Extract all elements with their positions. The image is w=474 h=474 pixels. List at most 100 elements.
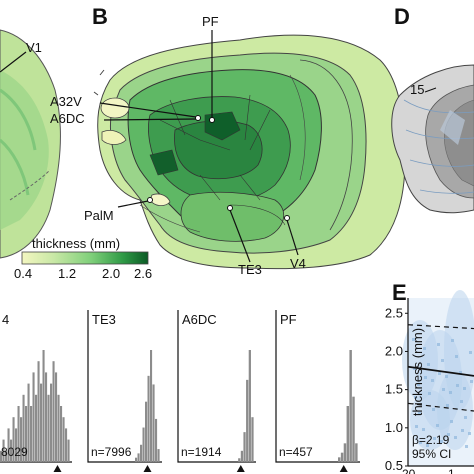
label-a6dc: A6DC	[50, 111, 85, 126]
scatter-point	[447, 433, 450, 436]
panel-letter-b: B	[92, 4, 108, 29]
histogram-bar	[37, 361, 40, 462]
histogram-bar	[17, 406, 20, 462]
histogram-bar	[248, 350, 251, 462]
scatter-ci-upper	[407, 324, 474, 330]
histogram-bar	[67, 439, 70, 462]
scatter-y-tick-label: 0.5	[385, 458, 403, 473]
scatter-point	[454, 436, 457, 439]
histogram-bar	[27, 383, 30, 462]
histogram-bar	[352, 396, 355, 462]
panel-b-map	[93, 30, 406, 270]
histogram-3: PF n=457	[275, 310, 360, 472]
histogram-bar	[340, 452, 344, 462]
histogram-marker	[143, 465, 152, 472]
histogram-bar	[52, 361, 55, 462]
histogram-2: A6DC n=1914	[177, 310, 256, 472]
scatter-fit-line	[407, 365, 474, 377]
scatter-point	[422, 428, 425, 431]
scatter-point	[437, 343, 440, 346]
scatter-x-tick-label: 1	[448, 467, 455, 474]
histogram-bar	[10, 439, 13, 462]
scatter-point	[456, 384, 459, 387]
scatter-point	[460, 400, 463, 403]
histogram-n-label: n=457	[279, 445, 313, 459]
histogram-bar	[62, 417, 65, 462]
histogram-title: PF	[280, 312, 297, 327]
scatter-y-tick-label: 1.5	[385, 382, 403, 397]
histogram-marker	[339, 465, 348, 472]
scatter-point	[414, 396, 417, 399]
histogram-axis	[177, 310, 256, 463]
colorbar-tick-1: 1.2	[58, 266, 77, 281]
label-a32v: A32V	[50, 94, 82, 109]
histogram-bar	[0, 450, 3, 462]
histogram-bar	[243, 432, 246, 462]
histogram-bar	[32, 372, 35, 462]
label-pf: PF	[202, 14, 219, 29]
scatter-point	[469, 351, 472, 354]
histogram-bar	[45, 372, 48, 462]
panel-d-map	[391, 64, 474, 214]
colorbar-title: thickness (mm)	[32, 236, 121, 251]
scatter-point	[418, 412, 421, 415]
scatter-point	[415, 425, 418, 428]
histogram-n-label: n=7996	[91, 445, 132, 459]
scatter-point	[432, 408, 435, 411]
scatter-point	[445, 375, 448, 378]
histogram-title: 4	[2, 312, 9, 327]
scatter-point	[459, 371, 462, 374]
histogram-bar	[155, 418, 158, 462]
scatter-point	[468, 432, 471, 435]
scatter-y-tick-label: 2.0	[385, 343, 403, 358]
scatter-point	[436, 424, 439, 427]
histogram-bar	[246, 379, 249, 462]
histogram-bar	[65, 428, 68, 462]
histogram-bar	[60, 406, 63, 462]
label-te3: TE3	[238, 262, 262, 277]
scatter-annotation: β=2.19	[412, 433, 450, 447]
scatter-point	[433, 437, 436, 440]
left-partial-map	[0, 29, 61, 259]
histogram-bar	[47, 394, 50, 462]
colorbar	[21, 251, 149, 265]
scatter-point	[449, 391, 452, 394]
histogram-axis	[275, 310, 360, 463]
scatter-point	[440, 440, 443, 443]
histogram-0: 4 8029	[0, 312, 72, 472]
scatter-y-tick-label: 1.0	[385, 420, 403, 435]
scatter-point	[463, 387, 466, 390]
scatter-y-tick-label: 2.5	[385, 305, 403, 320]
histogram-marker	[236, 465, 245, 472]
histogram-bar	[15, 428, 18, 462]
scatter-point	[465, 445, 468, 448]
scatter-point	[464, 416, 467, 419]
label-15: 15	[410, 82, 425, 97]
scatter-point	[441, 359, 444, 362]
scatter-point	[446, 404, 449, 407]
colorbar-tick-3: 2.6	[134, 266, 153, 281]
histogram-bar	[343, 443, 347, 462]
scatter-point	[427, 363, 430, 366]
scatter-annotation: 95% CI	[412, 447, 451, 461]
scatter-point	[451, 339, 454, 342]
histogram-bar	[22, 394, 25, 462]
histogram-n-label: n=1914	[181, 445, 222, 459]
scatter-point	[450, 420, 453, 423]
histogram-axis	[87, 310, 162, 463]
histogram-bar	[135, 457, 138, 462]
histogram-bar	[142, 427, 145, 462]
scatter-point	[431, 379, 434, 382]
scatter-point	[426, 444, 429, 447]
histogram-bar	[145, 401, 148, 462]
scatter-point	[419, 441, 422, 444]
histogram-bar	[137, 453, 140, 462]
scatter-ci-lower	[407, 402, 474, 412]
histogram-title: TE3	[92, 312, 116, 327]
histogram-title: A6DC	[182, 312, 217, 327]
scatter-point	[428, 392, 431, 395]
histogram-bar	[338, 457, 341, 462]
histogram-bar	[147, 375, 150, 462]
histogram-bar	[157, 449, 160, 462]
